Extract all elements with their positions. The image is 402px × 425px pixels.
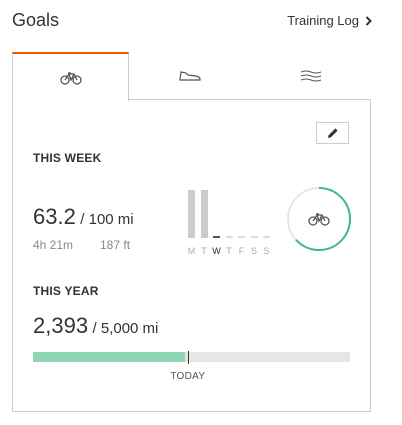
day-label: M [187, 246, 196, 256]
pencil-icon [327, 128, 338, 138]
tab-swim[interactable] [250, 52, 371, 100]
day-label: W [212, 246, 221, 256]
week-distance-value: 63.2 [33, 204, 76, 229]
year-distance-value: 2,393 [33, 313, 89, 338]
chevron-right-icon [365, 15, 372, 26]
page-title: Goals [12, 10, 60, 30]
tab-ride[interactable] [12, 52, 129, 101]
day-empty-marker [263, 236, 270, 238]
today-label: TODAY [170, 371, 206, 382]
today-marker [188, 351, 190, 364]
tabs-divider [129, 99, 371, 100]
day-bar [188, 190, 195, 238]
day-empty-marker [213, 236, 220, 238]
bike-icon [59, 71, 82, 85]
year-distance: 2,393 / 5,000 mi [33, 313, 158, 339]
day-empty-marker [225, 236, 233, 238]
training-log-label: Training Log [287, 13, 359, 28]
goals-panel [12, 99, 371, 412]
day-label: S [250, 246, 257, 256]
year-progress-fill [33, 352, 185, 362]
day-label: S [263, 246, 270, 256]
weekly-progress-ring [286, 186, 352, 252]
this-week-heading: THIS WEEK [33, 151, 102, 165]
day-empty-marker [238, 236, 245, 238]
week-distance-goal: / 100 mi [80, 211, 134, 228]
year-distance-goal: / 5,000 mi [92, 320, 159, 337]
ring-progress [287, 187, 351, 251]
day-label: T [201, 246, 207, 256]
edit-goal-button[interactable] [316, 122, 349, 144]
day-label: F [238, 246, 245, 256]
training-log-link[interactable]: Training Log [287, 13, 372, 28]
week-elevation: 187 ft [100, 238, 131, 252]
day-bar [200, 190, 208, 238]
day-label: T [226, 246, 232, 256]
bike-icon [308, 213, 330, 226]
week-distance: 63.2 / 100 mi [33, 204, 134, 230]
waves-icon [300, 70, 321, 82]
day-empty-marker [250, 236, 258, 238]
shoe-icon [179, 71, 201, 81]
sport-tabs [12, 52, 371, 101]
week-time: 4h 21m [33, 238, 74, 252]
year-progress-bar [33, 351, 350, 364]
this-year-heading: THIS YEAR [33, 284, 99, 298]
tab-run[interactable] [130, 52, 250, 100]
